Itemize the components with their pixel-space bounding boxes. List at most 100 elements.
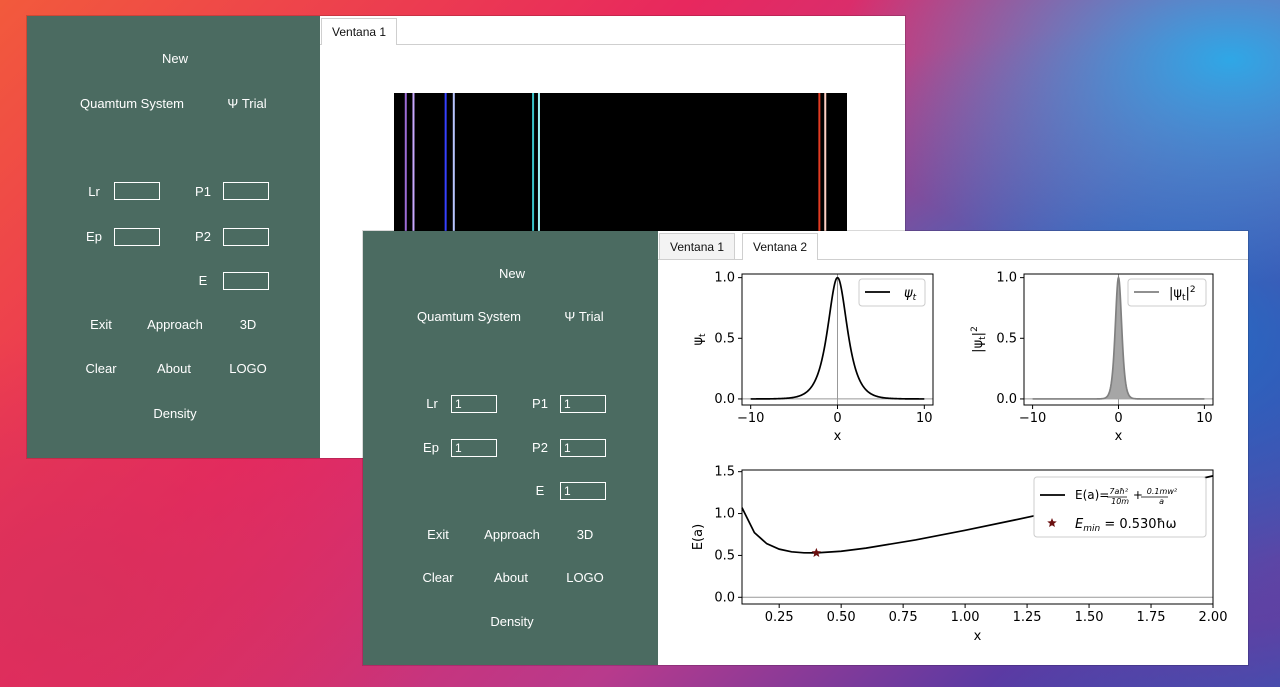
spectral-line <box>824 93 827 233</box>
3d-button[interactable]: 3D <box>576 527 594 542</box>
y-axis-label: ψt <box>691 333 708 346</box>
quantum-system-button[interactable]: Quamtum System <box>416 309 522 324</box>
back-control-panel: New Quamtum System Ψ Trial Lr P1 Ep P2 E… <box>27 16 320 458</box>
x-tick-label: 1.00 <box>951 610 980 625</box>
spectral-line <box>532 93 535 233</box>
y-tick-label: 0.5 <box>996 331 1017 346</box>
series-line-density <box>1032 275 1205 400</box>
legend-label: |ψt|2 <box>1169 285 1196 303</box>
legend-swatch-emin <box>1047 518 1057 528</box>
tab-ventana-1[interactable]: Ventana 1 <box>321 18 398 45</box>
y-axis-label-subscript: t <box>698 333 708 337</box>
y-tick-label: 0.0 <box>714 392 735 407</box>
exit-button[interactable]: Exit <box>427 527 449 542</box>
density-fill <box>1032 277 1205 399</box>
tab-ventana-2[interactable]: Ventana 2 <box>742 233 819 260</box>
x-tick-label: 0 <box>1114 411 1122 426</box>
exit-button[interactable]: Exit <box>90 317 112 332</box>
legend-fraction-2-num: 0.1mw² <box>1147 487 1178 496</box>
ep-label: Ep <box>86 229 102 244</box>
x-tick-label: 0.25 <box>765 610 794 625</box>
front-window: New Quamtum System Ψ Trial Lr 1 P1 1 Ep … <box>363 231 1248 665</box>
emission-spectrum <box>394 93 847 233</box>
legend-emin-value: = 0.530ħω <box>1100 517 1176 532</box>
legend-label-energy: E(a)=7aħ² 10m + 0.1mw² a <box>1075 487 1178 506</box>
about-button[interactable]: About <box>494 570 528 585</box>
x-tick-label: 1.75 <box>1137 610 1166 625</box>
x-tick-label: 0.50 <box>827 610 856 625</box>
legend-label-subscript: t <box>913 293 917 303</box>
new-button[interactable]: New <box>161 51 189 66</box>
ep-input[interactable]: 1 <box>451 439 497 457</box>
p2-input[interactable] <box>223 228 269 246</box>
clear-button[interactable]: Clear <box>85 361 117 376</box>
psi-trial-button[interactable]: Ψ Trial <box>564 309 604 324</box>
y-tick-label: 0.5 <box>714 548 735 563</box>
front-tab-area: Ventana 1 Ventana 2 −10 0 10 0.0 0.5 1.0 x ψt ψt… <box>658 231 1248 665</box>
y-tick-label: 1.5 <box>714 465 735 480</box>
p1-label: P1 <box>195 184 211 199</box>
approach-button[interactable]: Approach <box>484 527 540 542</box>
density-button[interactable]: Density <box>153 406 197 421</box>
p1-input[interactable] <box>223 182 269 200</box>
logo-button[interactable]: LOGO <box>229 361 267 376</box>
e-input[interactable]: 1 <box>560 482 606 500</box>
y-axis-label: E(a) <box>691 524 706 550</box>
spectrum-background <box>394 93 847 233</box>
clear-button[interactable]: Clear <box>422 570 454 585</box>
legend-emin-sub: min <box>1083 524 1100 534</box>
e-label: E <box>535 483 545 498</box>
x-tick-label: 10 <box>1196 411 1213 426</box>
x-axis-label: x <box>974 629 982 644</box>
lr-label: Lr <box>426 396 438 411</box>
legend-label-subscript: t <box>1182 293 1186 303</box>
front-tab-bar: Ventana 1 Ventana 2 <box>658 231 1248 260</box>
legend-plus: + <box>1129 488 1147 502</box>
back-tab-bar: Ventana 1 <box>320 16 905 45</box>
y-axis-label-bar: | <box>971 332 986 336</box>
p2-input[interactable]: 1 <box>560 439 606 457</box>
plot-frame <box>741 469 1214 605</box>
legend-label-emin: Emin = 0.530ħω <box>1075 517 1177 534</box>
series-line-psi-t <box>750 276 925 400</box>
3d-button[interactable]: 3D <box>239 317 257 332</box>
psi-trial-button[interactable]: Ψ Trial <box>227 96 267 111</box>
lr-label: Lr <box>88 184 100 199</box>
lr-input[interactable]: 1 <box>451 395 497 413</box>
y-tick-label: 1.0 <box>996 271 1017 286</box>
legend-fraction-1-den: 10m <box>1111 497 1129 506</box>
density-button[interactable]: Density <box>490 614 534 629</box>
legend-label-bar: | <box>1186 286 1190 301</box>
spectral-line <box>444 93 447 233</box>
spectral-line <box>452 93 455 233</box>
y-axis-label: |ψt|2 <box>970 326 988 353</box>
x-axis-label: x <box>834 429 842 444</box>
y-axis-label-subscript: t <box>978 336 988 340</box>
lr-input[interactable] <box>114 182 160 200</box>
ep-input[interactable] <box>114 228 160 246</box>
chart-3: 0.25 0.50 0.75 1.00 1.25 1.50 1.75 2.00 0.0 0.5 1.… <box>691 465 1227 644</box>
legend-label-superscript: 2 <box>1190 285 1196 295</box>
quantum-system-button[interactable]: Quamtum System <box>79 96 185 111</box>
e-input[interactable] <box>223 272 269 290</box>
x-tick-label: 10 <box>916 411 933 426</box>
y-axis-label-superscript: 2 <box>970 326 980 332</box>
tab-ventana-1[interactable]: Ventana 1 <box>659 233 736 259</box>
logo-button[interactable]: LOGO <box>566 570 604 585</box>
p2-label: P2 <box>195 229 211 244</box>
legend-fraction-2-den: a <box>1159 497 1164 506</box>
x-tick-label: 0 <box>833 411 841 426</box>
emin-marker <box>811 547 822 557</box>
approach-button[interactable]: Approach <box>147 317 203 332</box>
y-tick-label: 1.0 <box>714 271 735 286</box>
about-button[interactable]: About <box>157 361 191 376</box>
x-axis-label: x <box>1115 429 1123 444</box>
y-tick-label: 0.5 <box>714 331 735 346</box>
x-tick-label: −10 <box>1019 411 1046 426</box>
legend-box <box>1033 476 1207 538</box>
p1-input[interactable]: 1 <box>560 395 606 413</box>
spectral-line <box>404 93 407 233</box>
spectral-line <box>818 93 821 233</box>
new-button[interactable]: New <box>498 266 526 281</box>
